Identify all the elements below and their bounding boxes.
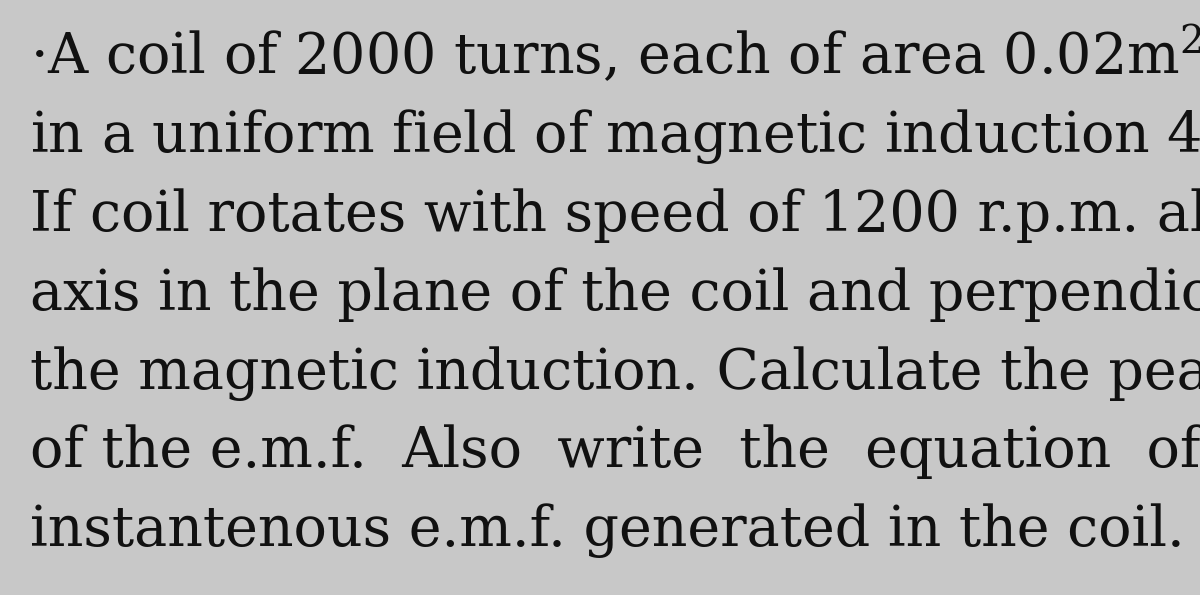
Text: instantenous e.m.f. generated in the coil.: instantenous e.m.f. generated in the coi… xyxy=(30,503,1184,558)
Text: ·A coil of 2000 turns, each of area 0.02m$^{2}$ is kept: ·A coil of 2000 turns, each of area 0.02… xyxy=(30,23,1200,89)
Text: of the e.m.f.  Also  write  the  equation  of  an: of the e.m.f. Also write the equation of… xyxy=(30,424,1200,479)
Text: the magnetic induction. Calculate the peak value: the magnetic induction. Calculate the pe… xyxy=(30,346,1200,400)
Text: axis in the plane of the coil and perpendicular to: axis in the plane of the coil and perpen… xyxy=(30,267,1200,322)
Text: If coil rotates with speed of 1200 r.p.m. about an: If coil rotates with speed of 1200 r.p.m… xyxy=(30,189,1200,243)
Text: in a uniform field of magnetic induction 4 × 10$^{-2}$T,: in a uniform field of magnetic induction… xyxy=(30,101,1200,167)
